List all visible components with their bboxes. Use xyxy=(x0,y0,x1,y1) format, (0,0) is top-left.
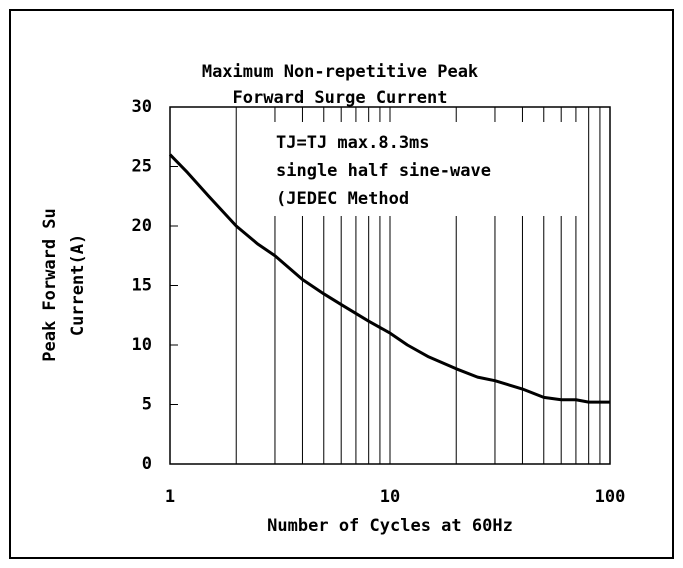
y-axis-label: Current(A) xyxy=(68,234,88,336)
chart-title: Forward Surge Current xyxy=(233,88,448,108)
annotation: single half sine-wave xyxy=(276,161,491,181)
y-axis-label: Peak Forward Su xyxy=(40,208,60,362)
y-tick-label: 15 xyxy=(132,276,152,296)
annotation: TJ=TJ max.8.3ms xyxy=(276,133,430,153)
annotation-box xyxy=(270,122,586,216)
x-tick-label: 1 xyxy=(165,487,175,507)
series-line xyxy=(168,153,610,404)
plot-border xyxy=(169,106,611,465)
chart-title: Maximum Non-repetitive Peak xyxy=(202,62,478,82)
y-tick-label: 30 xyxy=(132,97,152,117)
x-axis-label: Number of Cycles at 60Hz xyxy=(267,516,513,536)
x-tick-label: 100 xyxy=(595,487,626,507)
y-tick-label: 25 xyxy=(132,157,152,177)
x-tick-label: 10 xyxy=(380,487,400,507)
annotation: (JEDEC Method xyxy=(276,189,409,209)
y-tick-label: 10 xyxy=(132,335,152,355)
y-tick-label: 0 xyxy=(142,454,152,474)
y-tick-label: 5 xyxy=(142,395,152,415)
y-tick-label: 20 xyxy=(132,216,152,236)
